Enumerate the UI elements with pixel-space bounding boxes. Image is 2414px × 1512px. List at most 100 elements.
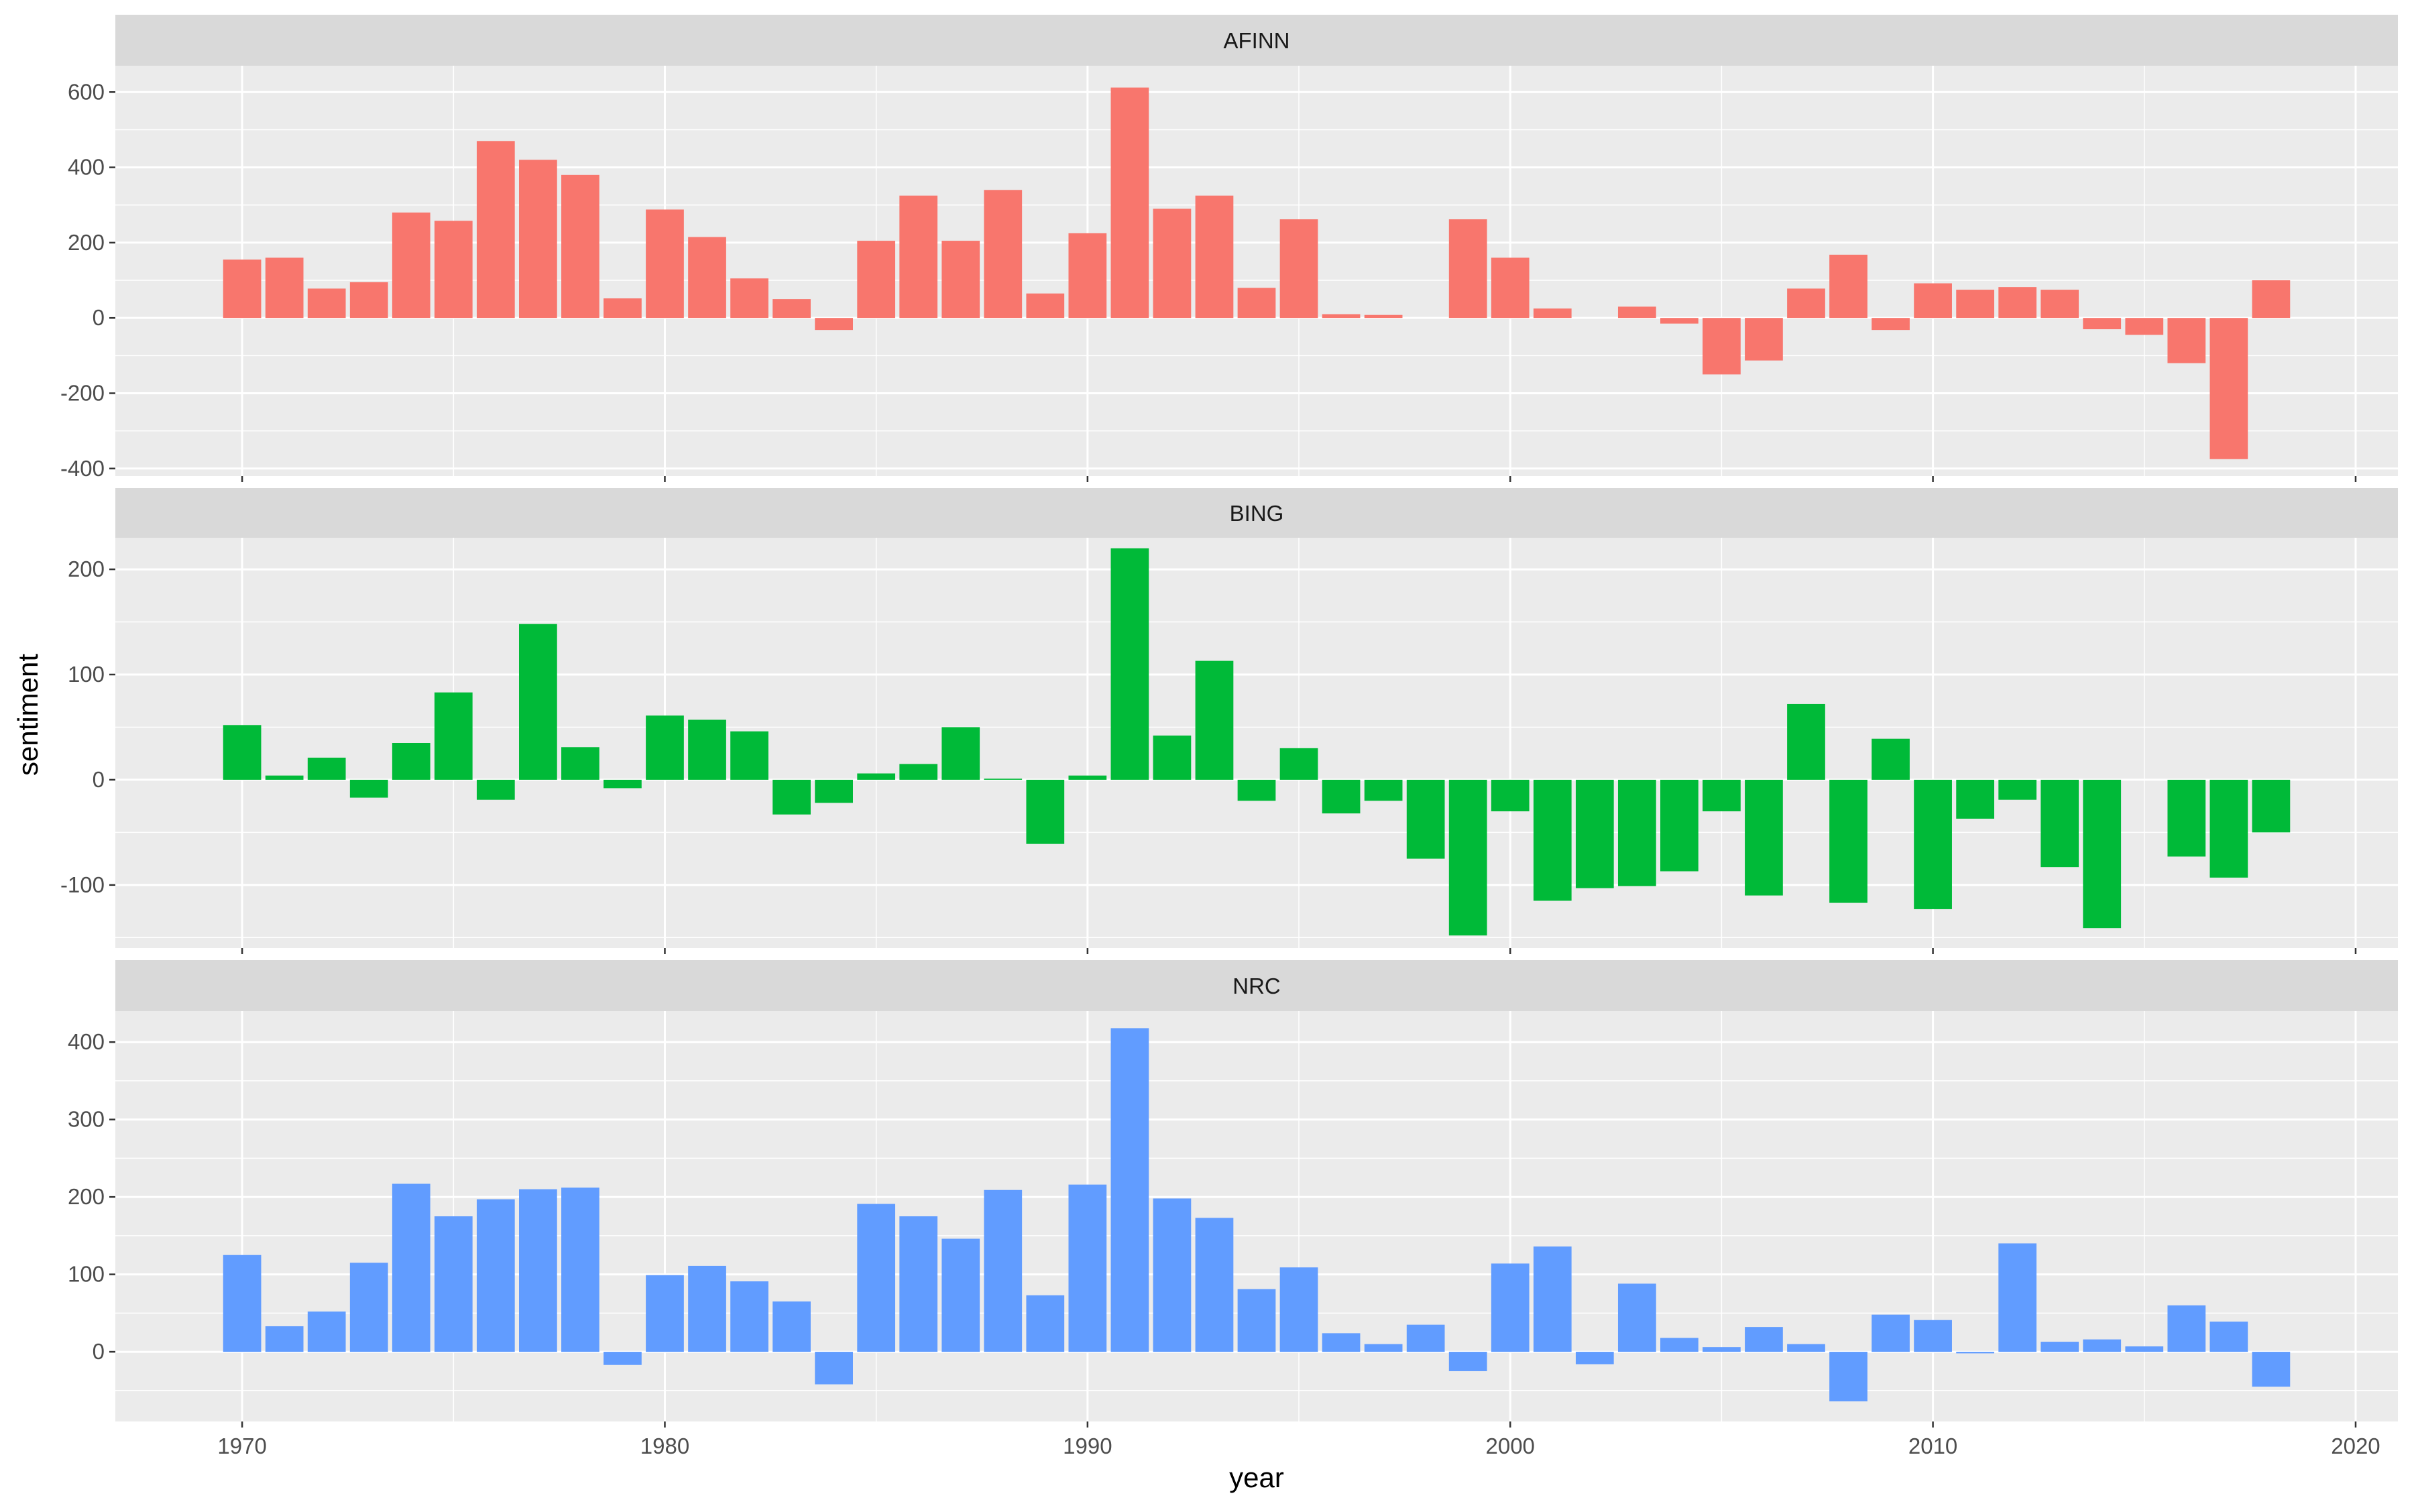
bar xyxy=(2252,280,2291,318)
bar xyxy=(1829,1352,1867,1401)
bar xyxy=(815,318,853,331)
bar xyxy=(1533,1246,1572,1352)
bar xyxy=(519,624,557,780)
bar xyxy=(1914,283,1952,318)
facet-strip xyxy=(115,960,2398,1011)
bar xyxy=(1872,318,1910,331)
x-tick-label: 2010 xyxy=(1908,1434,1957,1458)
bar xyxy=(434,692,473,780)
bar xyxy=(1068,233,1107,318)
y-tick-label: -400 xyxy=(60,456,105,481)
bar xyxy=(857,773,896,780)
bar xyxy=(1703,318,1741,375)
bar xyxy=(561,747,599,780)
bar xyxy=(1322,779,1361,814)
bar xyxy=(1872,738,1910,780)
bar xyxy=(1914,1320,1952,1352)
y-tick-label: 0 xyxy=(93,1339,105,1364)
bar xyxy=(561,1187,599,1352)
y-axis-title: sentiment xyxy=(12,654,44,776)
bar xyxy=(1279,1267,1318,1352)
bar xyxy=(1575,779,1614,888)
y-tick-label: 100 xyxy=(68,662,105,687)
bar xyxy=(1026,1295,1065,1352)
bar xyxy=(604,779,642,789)
x-tick-label: 2000 xyxy=(1486,1434,1535,1458)
bar xyxy=(1787,1344,1825,1352)
bar xyxy=(265,775,304,780)
bar xyxy=(265,257,304,318)
bar xyxy=(1956,290,1994,318)
bar xyxy=(349,1263,388,1352)
x-tick-label: 1990 xyxy=(1063,1434,1112,1458)
bar xyxy=(1448,219,1487,318)
facet-strip-label: NRC xyxy=(1232,974,1281,998)
bar xyxy=(1110,1028,1149,1352)
bar xyxy=(984,1189,1023,1352)
bar xyxy=(1745,318,1783,361)
y-tick-label: -200 xyxy=(60,380,105,405)
bar xyxy=(941,1238,980,1352)
bar xyxy=(2041,290,2079,318)
bar xyxy=(857,241,896,318)
bar xyxy=(899,195,938,318)
bar xyxy=(2167,1305,2206,1352)
bar xyxy=(857,1204,896,1352)
bar xyxy=(2083,779,2122,929)
bar xyxy=(2209,1322,2248,1352)
bar xyxy=(1153,209,1192,318)
bar xyxy=(815,779,853,803)
bar xyxy=(1660,1338,1699,1352)
bar xyxy=(1575,1352,1614,1364)
bar xyxy=(1745,779,1783,896)
bar xyxy=(1998,1243,2037,1352)
bar xyxy=(941,241,980,318)
bar xyxy=(392,1183,430,1352)
bar xyxy=(1153,736,1192,780)
bar xyxy=(1617,1283,1656,1352)
facet-strip-label: AFINN xyxy=(1224,28,1290,53)
bar xyxy=(1110,87,1149,318)
bar xyxy=(1829,779,1867,903)
bar xyxy=(688,1265,726,1352)
panel-background xyxy=(115,538,2398,948)
bar xyxy=(730,278,768,318)
x-tick-label: 1980 xyxy=(640,1434,689,1458)
bar xyxy=(730,1281,768,1352)
facet-strip xyxy=(115,488,2398,538)
bar xyxy=(476,1199,515,1352)
bar xyxy=(2167,318,2206,363)
bar xyxy=(1110,548,1149,780)
bar xyxy=(1617,779,1656,886)
bar xyxy=(2252,1352,2291,1387)
bar xyxy=(1195,1218,1234,1352)
bar xyxy=(1872,1314,1910,1352)
bar xyxy=(349,779,388,798)
y-tick-label: 200 xyxy=(68,557,105,581)
bar xyxy=(1322,1333,1361,1352)
bar xyxy=(2083,1339,2122,1352)
bar xyxy=(2083,318,2122,330)
bar xyxy=(1787,288,1825,318)
bar xyxy=(1914,779,1952,909)
bar xyxy=(1195,660,1234,780)
bar xyxy=(476,141,515,318)
y-tick-label: 200 xyxy=(68,230,105,255)
bar xyxy=(2209,779,2248,878)
bar xyxy=(434,1216,473,1352)
bar xyxy=(604,298,642,318)
bar xyxy=(1195,195,1234,318)
bar xyxy=(307,757,346,780)
bar xyxy=(1956,1352,1994,1354)
bar xyxy=(434,221,473,318)
bar xyxy=(1787,703,1825,780)
bar xyxy=(2041,1342,2079,1352)
bar xyxy=(1703,779,1741,811)
bar xyxy=(646,1275,684,1352)
bar xyxy=(1448,779,1487,936)
facet-strip-label: BING xyxy=(1230,501,1284,526)
bar xyxy=(519,160,557,318)
x-axis-title: year xyxy=(1229,1462,1284,1493)
bar xyxy=(2041,779,2079,868)
